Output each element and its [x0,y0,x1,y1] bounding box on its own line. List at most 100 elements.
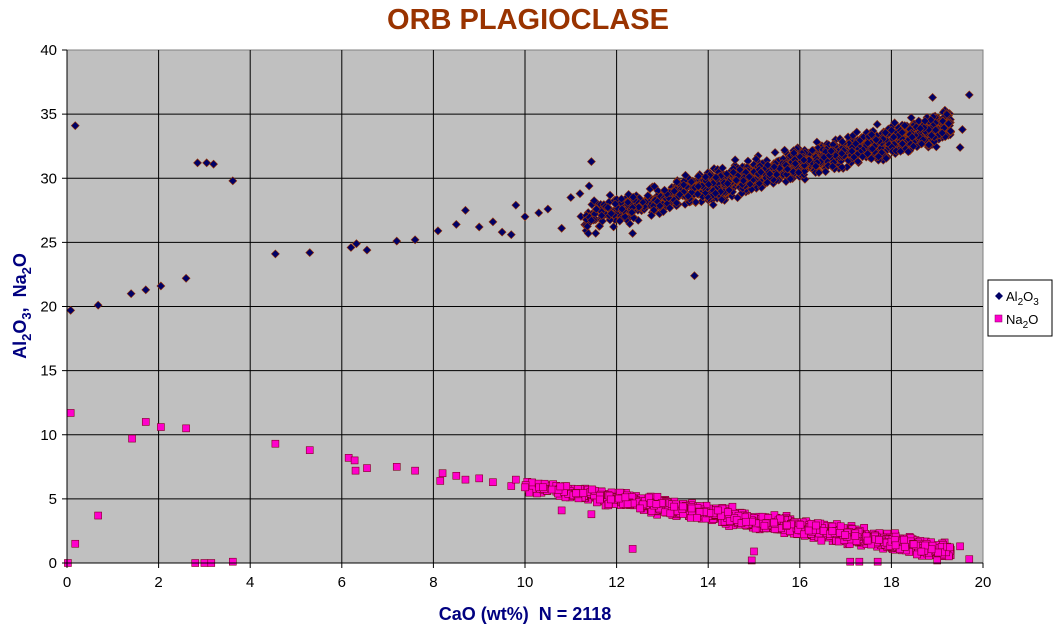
na2o-point-labelled [846,557,854,566]
al2o3-point [920,116,930,126]
al2o3-point [737,188,747,198]
al2o3-point [731,175,741,185]
na2o-point [828,527,837,535]
na2o-point [615,494,623,503]
al2o3-point [828,162,838,171]
al2o3-point [937,128,947,138]
y-tick-label: 10 [40,427,57,444]
na2o-point-labelled [411,466,419,475]
al2o3-point [890,118,900,128]
al2o3-point [717,195,727,205]
al2o3-point [597,216,607,226]
al2o3-point [909,141,918,151]
x-tick-label: 18 [883,574,900,591]
al2o3-point-labelled [566,193,576,202]
al2o3-point-labelled [228,176,238,186]
al2o3-point-labelled [202,158,212,168]
al2o3-point-labelled [534,208,544,218]
al2o3-point [837,149,847,158]
al2o3-point [730,155,740,165]
na2o-point-labelled [933,556,942,565]
al2o3-point [634,202,644,212]
na2o-point-labelled [350,456,359,465]
al2o3-point [837,162,847,172]
na2o-point [812,521,820,530]
al2o3-point-labelled [362,245,372,255]
al2o3-point [696,197,706,207]
al2o3-point-labelled [70,121,80,131]
al2o3-point-labelled [520,212,530,222]
al2o3-point-labelled [156,281,166,291]
na2o-point [800,530,808,539]
al2o3-point [583,229,593,238]
na2o-point [588,485,596,494]
na2o-point-labelled [128,434,136,443]
al2o3-point [655,201,665,211]
al2o3-point [790,159,800,169]
al2o3-point-labelled [511,200,521,210]
al2o3-point [681,170,690,180]
na2o-point [666,509,675,518]
al2o3-point [924,140,934,150]
al2o3-point [946,126,956,136]
na2o-point-labelled [271,439,280,448]
al2o3-point [881,153,891,163]
na2o-point [556,482,565,491]
al2o3-point [772,170,781,180]
al2o3-point [837,137,847,147]
al2o3-point [754,179,764,188]
al2o3-point [711,172,721,182]
al2o3-point [617,194,626,204]
al2o3-point [927,130,936,140]
al2o3-point [785,174,795,184]
na2o-point-labelled [305,446,314,454]
na2o-point-labelled [489,478,497,487]
na2o-point-labelled [965,555,974,563]
al2o3-point [597,211,607,220]
al2o3-point-labelled [543,204,553,214]
al2o3-point [814,168,824,178]
na2o-point-labelled [66,409,75,417]
na2o-point [776,514,784,523]
al2o3-point [660,185,669,195]
al2o3-point [826,146,836,156]
na2o-point [539,483,547,492]
al2o3-point [889,132,899,142]
na2o-point [900,535,908,544]
na2o-point [927,545,936,554]
na2o-point [841,531,849,539]
al2o3-point [800,174,810,184]
al2o3-point [897,139,907,149]
na2o-point [679,502,687,511]
al2o3-point [907,132,917,142]
al2o3-point [704,180,714,189]
al2o3-point [629,213,639,223]
na2o-point-labelled [71,539,80,548]
al2o3-point [807,145,817,155]
al2o3-point [691,197,701,207]
al2o3-point [821,167,830,177]
na2o-point [525,488,534,497]
al2o3-point [605,190,615,200]
axes [62,49,984,568]
na2o-point [770,518,778,527]
al2o3-point-labelled [586,157,596,167]
al2o3-point [610,199,620,209]
al2o3-point [851,139,861,149]
al2o3-point [723,179,732,188]
al2o3-point [738,176,748,186]
al2o3-point-labelled [410,235,420,245]
al2o3-point [672,198,681,208]
al2o3-point [724,185,734,195]
al2o3-point [646,211,656,220]
al2o3-point [872,119,882,129]
al2o3-point [716,187,726,197]
x-tick-label: 4 [246,574,254,591]
al2o3-point [693,189,703,199]
na2o-point-labelled [557,506,566,515]
na2o-point-labelled [628,545,637,553]
al2o3-point [915,123,925,133]
na2o-point [836,522,845,531]
al2o3-point [591,204,601,214]
al2o3-point [686,177,696,187]
